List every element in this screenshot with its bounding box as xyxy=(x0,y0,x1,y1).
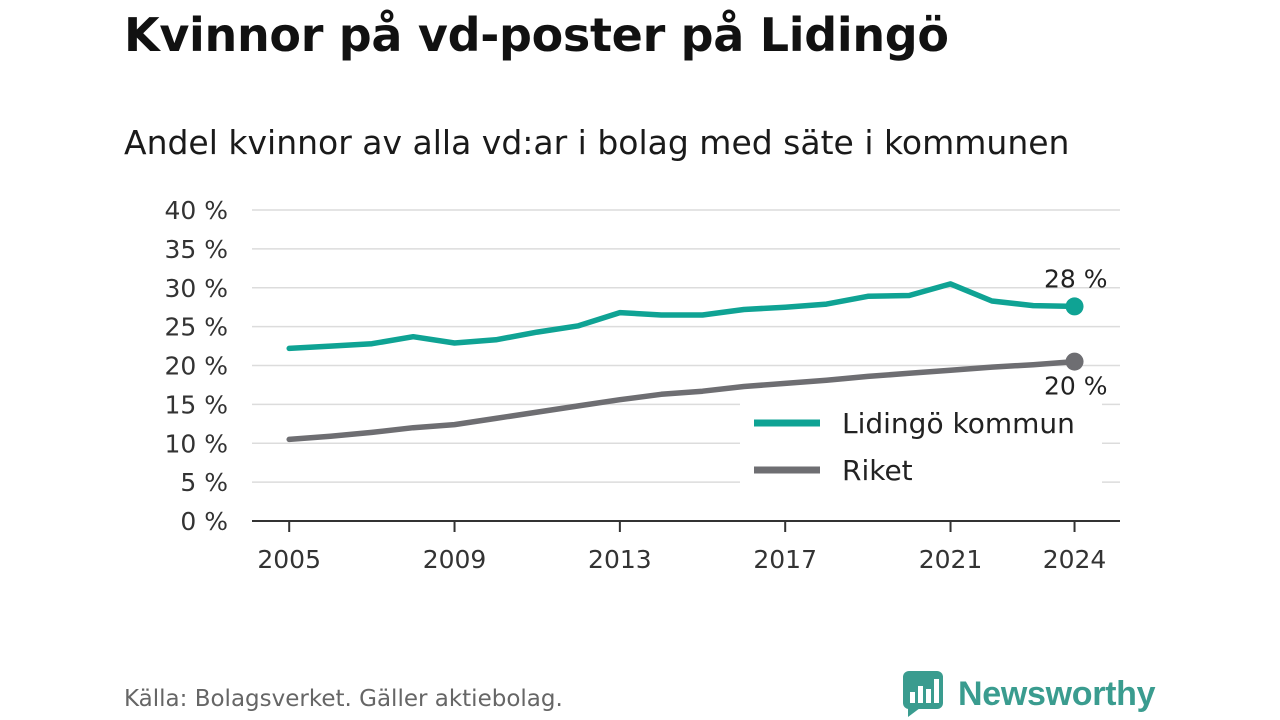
series-end-marker-0 xyxy=(1065,297,1084,316)
brand-name: Newsworthy xyxy=(958,674,1156,713)
series-group: 28 % 20 % xyxy=(286,264,1108,443)
x-tick-label: 2009 xyxy=(423,545,487,574)
x-tick-label: 2005 xyxy=(257,545,321,574)
legend: Lidingö kommun Riket xyxy=(740,400,1102,488)
chart-subtitle: Andel kvinnor av alla vd:ar i bolag med … xyxy=(124,123,1070,162)
y-tick-label: 15 % xyxy=(164,390,228,419)
grid-lines xyxy=(252,209,1120,483)
y-tick-label: 40 % xyxy=(164,196,228,225)
legend-label-1: Riket xyxy=(842,454,913,487)
x-tick-label: 2024 xyxy=(1043,545,1107,574)
series-line-0 xyxy=(286,281,1078,352)
x-tick-label: 2017 xyxy=(753,545,817,574)
y-tick-label: 25 % xyxy=(164,313,228,342)
series-end-label-0: 28 % xyxy=(1044,264,1108,293)
series-end-label-1: 20 % xyxy=(1044,372,1108,401)
y-tick-label: 30 % xyxy=(164,274,228,303)
legend-label-0: Lidingö kommun xyxy=(842,407,1075,440)
brand-logo: Newsworthy xyxy=(902,670,1156,718)
y-tick-label: 0 % xyxy=(180,507,228,536)
x-tick-label: 2013 xyxy=(588,545,652,574)
y-tick-label: 35 % xyxy=(164,235,228,264)
x-tick-label: 2021 xyxy=(919,545,983,574)
newsworthy-logo-icon xyxy=(903,671,943,717)
y-axis: 0 % 5 % 10 % 15 % 20 % 25 % 30 % 35 % 40 % xyxy=(164,196,228,536)
series-end-marker-1 xyxy=(1065,352,1084,371)
chart-title: Kvinnor på vd-poster på Lidingö xyxy=(124,8,949,62)
series-line-1 xyxy=(286,358,1078,443)
y-tick-label: 20 % xyxy=(164,352,228,381)
x-axis: 2005 2009 2013 2017 2021 2024 xyxy=(252,520,1120,574)
y-tick-label: 5 % xyxy=(180,468,228,497)
source-note: Källa: Bolagsverket. Gäller aktiebolag. xyxy=(124,686,563,712)
y-tick-label: 10 % xyxy=(164,429,228,458)
